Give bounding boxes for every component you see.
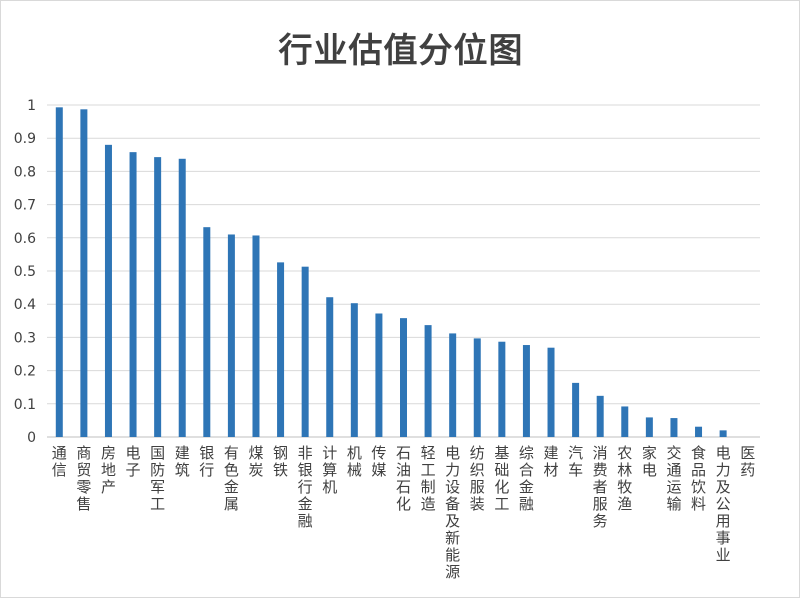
bar (719, 430, 727, 437)
bar (375, 313, 383, 437)
x-tick-label: 电子 (126, 444, 141, 479)
bar (104, 144, 112, 437)
y-tick-label: 0.3 (14, 330, 36, 346)
y-tick-label: 0.5 (14, 264, 36, 280)
x-tick-label: 农林牧渔 (617, 444, 632, 513)
x-tick-label: 轻工制造 (421, 444, 436, 513)
bar (154, 157, 162, 437)
x-tick-label: 交通运输 (666, 444, 681, 513)
bar (596, 395, 604, 437)
y-tick-label: 0.7 (14, 198, 36, 214)
x-axis-labels: 通信商贸零售房地产电子国防军工建筑银行有色金属煤炭钢铁非银行金融计算机机械传媒石… (52, 444, 755, 581)
x-tick-label: 计算机 (322, 444, 337, 496)
x-tick-label: 电力及公用事业 (716, 444, 731, 564)
x-tick-label: 家电 (642, 444, 657, 479)
x-tick-label: 煤炭 (248, 444, 263, 479)
y-tick-label: 0.2 (14, 364, 36, 380)
x-tick-label: 医药 (740, 444, 755, 479)
x-tick-label: 钢铁 (273, 444, 288, 479)
bar (277, 262, 285, 437)
bar (547, 347, 555, 437)
x-tick-label: 传媒 (371, 444, 386, 479)
y-tick-label: 0.4 (14, 297, 36, 313)
y-tick-label: 0.9 (14, 131, 36, 147)
x-tick-label: 纺织服装 (470, 444, 485, 513)
bar (326, 297, 334, 437)
bar (80, 109, 88, 437)
x-tick-label: 建筑 (175, 444, 190, 479)
bar (55, 107, 63, 437)
x-tick-label: 基础化工 (494, 444, 509, 513)
bar (645, 417, 653, 437)
x-tick-label: 国防军工 (150, 444, 165, 513)
bar (621, 406, 629, 437)
bar (522, 345, 530, 437)
x-tick-label: 消费者服务 (593, 444, 608, 530)
bar (449, 333, 457, 437)
bar (572, 382, 580, 437)
y-axis-ticks: 0 0.1 0.2 0.3 0.4 0.5 0.6 0.7 0.8 0.9 1 (14, 98, 36, 446)
x-tick-label: 非银行金融 (298, 444, 313, 530)
bar (301, 266, 309, 437)
bar (670, 418, 678, 437)
bar (227, 234, 235, 437)
x-tick-label: 电力设备及新能源 (445, 444, 460, 581)
x-tick-label: 银行 (199, 444, 214, 479)
x-tick-label: 石油石化 (396, 444, 411, 513)
x-tick-label: 房地产 (101, 444, 116, 496)
bar (695, 426, 703, 437)
y-tick-label: 0.1 (14, 397, 36, 413)
chart-title: 行业估值分位图 (278, 31, 524, 71)
x-tick-label: 汽车 (568, 444, 583, 479)
bar (203, 227, 211, 437)
y-tick-label: 0.8 (14, 164, 36, 180)
x-tick-label: 机械 (347, 444, 362, 479)
bar (473, 338, 481, 437)
bar (178, 158, 186, 437)
bar (498, 341, 506, 437)
x-tick-label: 通信 (52, 444, 67, 479)
y-tick-label: 0.6 (14, 231, 36, 247)
bars (55, 107, 727, 438)
bar (400, 318, 407, 437)
bar (350, 303, 358, 437)
x-tick-label: 建材 (544, 444, 559, 479)
bar (129, 152, 137, 438)
gridlines (47, 104, 760, 438)
x-tick-label: 食品饮料 (691, 444, 706, 513)
bar (424, 325, 432, 437)
y-tick-label: 0 (27, 430, 36, 446)
x-tick-label: 有色金属 (224, 444, 239, 513)
x-tick-label: 综合金融 (519, 444, 534, 513)
bar (252, 235, 260, 437)
x-tick-label: 商贸零售 (76, 444, 91, 513)
y-tick-label: 1 (27, 98, 36, 114)
